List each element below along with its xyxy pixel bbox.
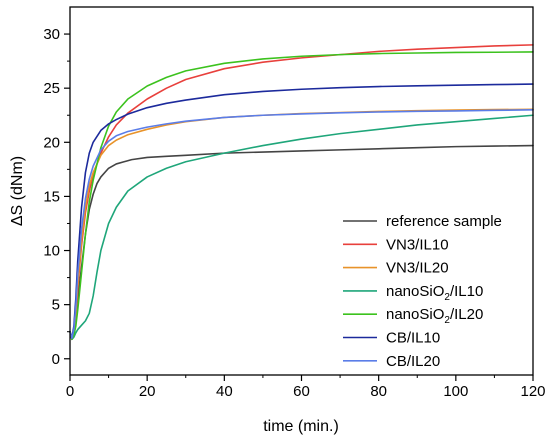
x-tick-label: 40	[216, 383, 233, 400]
x-tick-label: 20	[139, 383, 156, 400]
y-tick-label: 10	[43, 243, 60, 260]
x-axis-label: time (min.)	[263, 418, 339, 435]
legend: reference sample VN3/IL10 VN3/IL20 nanoSiO2…	[343, 213, 502, 370]
x-tick-label: 100	[443, 383, 468, 400]
legend-label-4: nanoSiO2/IL20	[386, 306, 483, 326]
x-tick-label: 120	[520, 383, 545, 400]
legend-label-2: VN3/IL20	[386, 260, 449, 277]
series-line-3	[69, 114, 534, 341]
y-tick-label: 0	[52, 351, 60, 368]
y-axis-label: ΔS (dNm)	[9, 156, 26, 226]
y-tick-label: 15	[43, 188, 60, 205]
axes-layer: 0 20 40 60 80 100 120 0 5 10 15 20 25 30	[43, 6, 546, 400]
legend-label-3: nanoSiO2/IL10	[386, 283, 483, 303]
series-line-5	[69, 83, 534, 339]
y-tick-label: 5	[52, 297, 60, 314]
y-tick-label: 30	[43, 26, 60, 43]
legend-label-1: VN3/IL10	[386, 236, 449, 253]
legend-label-5: CB/IL10	[386, 330, 440, 347]
series-line-4	[69, 51, 534, 341]
y-tick-label: 20	[43, 134, 60, 151]
legend-label-0: reference sample	[386, 213, 502, 230]
series-layer	[69, 44, 534, 341]
x-tick-label: 80	[370, 383, 387, 400]
y-tick-label: 25	[43, 80, 60, 97]
series-line-0	[69, 144, 534, 338]
x-tick-label: 0	[66, 383, 74, 400]
legend-label-6: CB/IL20	[386, 353, 440, 370]
x-tick-label: 60	[293, 383, 310, 400]
series-line-6	[69, 109, 534, 339]
